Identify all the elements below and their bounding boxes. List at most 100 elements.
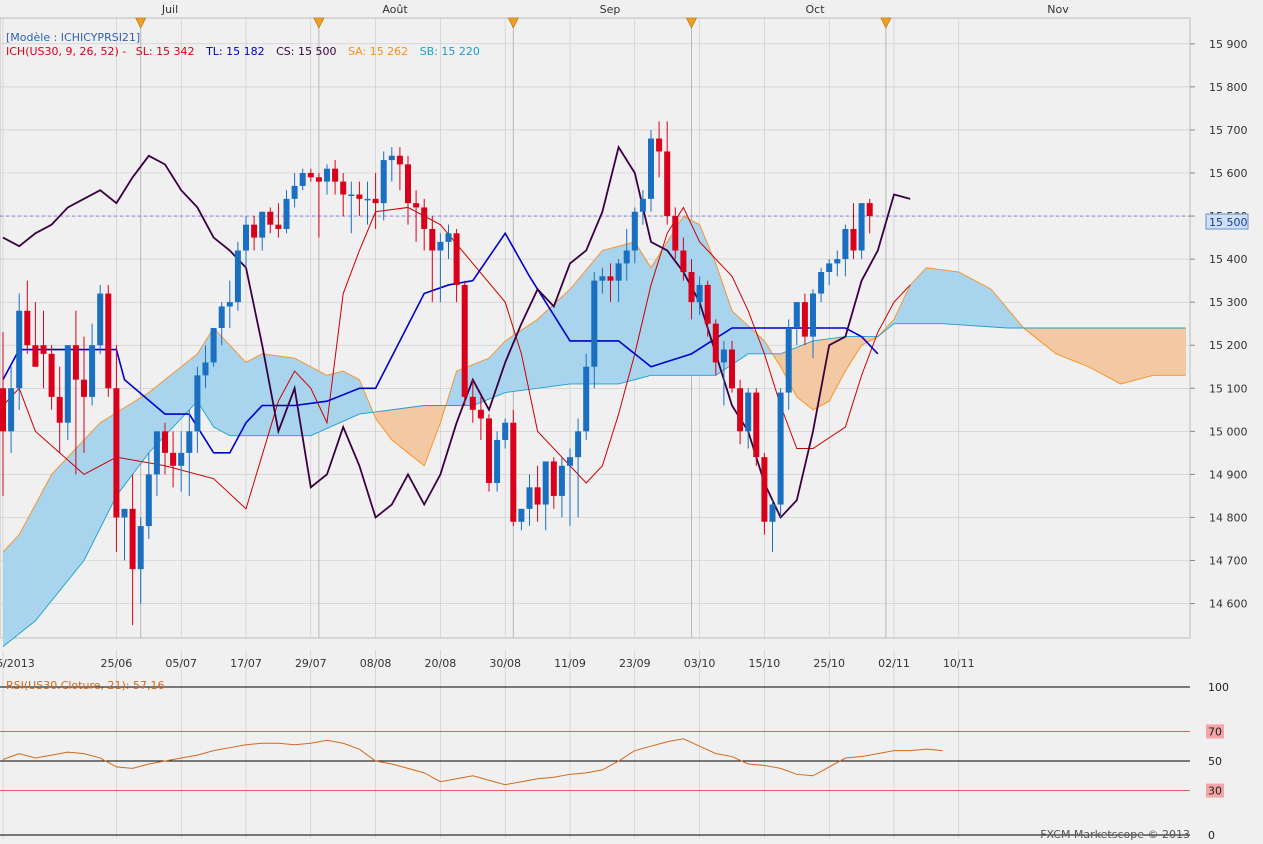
candle-bearish[interactable] <box>534 487 541 505</box>
candle-bullish[interactable] <box>558 465 565 496</box>
candle-bullish[interactable] <box>615 263 622 281</box>
candle-bearish[interactable] <box>461 284 468 397</box>
candle-bearish[interactable] <box>0 388 6 432</box>
candle-bullish[interactable] <box>202 362 209 376</box>
candle-bearish[interactable] <box>267 211 274 225</box>
candle-bearish[interactable] <box>129 508 136 570</box>
candle-bullish[interactable] <box>542 461 549 505</box>
candle-bullish[interactable] <box>623 250 630 264</box>
candle-bullish[interactable] <box>194 375 201 432</box>
candle-bearish[interactable] <box>469 396 476 410</box>
candle-bullish[interactable] <box>445 233 452 242</box>
candle-bullish[interactable] <box>810 293 816 337</box>
candle-bullish[interactable] <box>858 203 865 251</box>
candle-bearish[interactable] <box>315 177 322 182</box>
candle-bearish[interactable] <box>113 388 120 518</box>
candle-bullish[interactable] <box>153 431 160 475</box>
candle-bullish[interactable] <box>502 422 509 440</box>
candle-bearish[interactable] <box>453 233 460 285</box>
candle-bullish[interactable] <box>696 284 703 303</box>
candle-bullish[interactable] <box>842 228 849 260</box>
candle-bearish[interactable] <box>550 461 557 496</box>
candle-bullish[interactable] <box>324 168 330 182</box>
candle-bearish[interactable] <box>680 250 687 273</box>
candle-bullish[interactable] <box>648 138 654 199</box>
candle-bullish[interactable] <box>145 474 152 527</box>
candle-bullish[interactable] <box>518 508 525 522</box>
candle-bearish[interactable] <box>105 293 112 389</box>
candle-bullish[interactable] <box>720 349 727 363</box>
candle-bearish[interactable] <box>477 409 484 419</box>
candle-bearish[interactable] <box>340 181 347 195</box>
candle-bearish[interactable] <box>672 216 679 251</box>
candle-bearish[interactable] <box>688 272 695 303</box>
candle-bearish[interactable] <box>421 207 428 229</box>
candle-bullish[interactable] <box>218 306 225 328</box>
candle-bearish[interactable] <box>486 418 492 483</box>
candle-bullish[interactable] <box>364 198 371 201</box>
candle-bullish[interactable] <box>526 487 533 509</box>
candle-bearish[interactable] <box>170 452 177 466</box>
candle-bullish[interactable] <box>631 211 638 251</box>
candle-bearish[interactable] <box>664 151 671 217</box>
candle-bullish[interactable] <box>348 194 355 197</box>
candle-bearish[interactable] <box>429 228 436 251</box>
candle-bullish[interactable] <box>567 457 573 466</box>
candle-bearish[interactable] <box>850 228 857 251</box>
candle-bearish[interactable] <box>405 164 411 204</box>
candle-bearish[interactable] <box>72 345 79 380</box>
candle-bullish[interactable] <box>494 439 501 483</box>
candle-bearish[interactable] <box>32 345 39 367</box>
candle-bearish[interactable] <box>396 155 403 165</box>
candle-bearish[interactable] <box>24 310 31 346</box>
candle-bearish[interactable] <box>275 224 282 229</box>
candle-bullish[interactable] <box>818 272 825 294</box>
candle-bearish[interactable] <box>307 173 314 178</box>
candle-bullish[interactable] <box>769 504 776 522</box>
candle-bearish[interactable] <box>372 198 379 204</box>
candle-bullish[interactable] <box>388 155 395 161</box>
candle-bearish[interactable] <box>81 379 87 397</box>
candle-bearish[interactable] <box>162 431 168 453</box>
candle-bullish[interactable] <box>591 280 598 367</box>
candle-bullish[interactable] <box>793 302 800 328</box>
candle-bearish[interactable] <box>56 396 63 423</box>
candle-bearish[interactable] <box>866 203 873 217</box>
candle-bullish[interactable] <box>137 526 144 570</box>
candle-bullish[interactable] <box>97 293 104 346</box>
candle-bullish[interactable] <box>745 392 752 432</box>
candle-bearish[interactable] <box>729 349 735 389</box>
candle-bullish[interactable] <box>291 185 298 199</box>
candle-bearish[interactable] <box>607 276 614 281</box>
candle-bearish[interactable] <box>413 203 420 208</box>
candle-bearish[interactable] <box>332 168 339 182</box>
candle-bullish[interactable] <box>226 302 233 307</box>
candle-bullish[interactable] <box>785 328 792 393</box>
candle-bearish[interactable] <box>801 302 808 337</box>
candle-bearish[interactable] <box>356 194 363 199</box>
candle-bullish[interactable] <box>259 211 266 238</box>
candle-bullish[interactable] <box>380 160 387 204</box>
candle-bullish[interactable] <box>64 345 71 423</box>
candle-bullish[interactable] <box>234 250 241 303</box>
candle-bearish[interactable] <box>656 138 663 152</box>
candle-bullish[interactable] <box>210 328 217 363</box>
candle-bullish[interactable] <box>583 366 590 432</box>
candle-bullish[interactable] <box>178 452 185 466</box>
candle-bearish[interactable] <box>48 353 55 397</box>
candle-bullish[interactable] <box>121 508 128 518</box>
candle-bullish[interactable] <box>826 263 833 273</box>
candle-bullish[interactable] <box>777 392 784 505</box>
candle-bullish[interactable] <box>639 198 646 212</box>
candle-bullish[interactable] <box>186 431 193 453</box>
candle-bullish[interactable] <box>834 259 841 264</box>
candle-bearish[interactable] <box>737 388 744 432</box>
candle-bullish[interactable] <box>89 345 96 397</box>
candle-bearish[interactable] <box>704 284 711 324</box>
candle-bullish[interactable] <box>299 173 306 186</box>
candle-bullish[interactable] <box>437 241 444 251</box>
candle-bullish[interactable] <box>16 310 23 389</box>
candle-bullish[interactable] <box>283 198 290 229</box>
candle-bullish[interactable] <box>243 224 249 251</box>
